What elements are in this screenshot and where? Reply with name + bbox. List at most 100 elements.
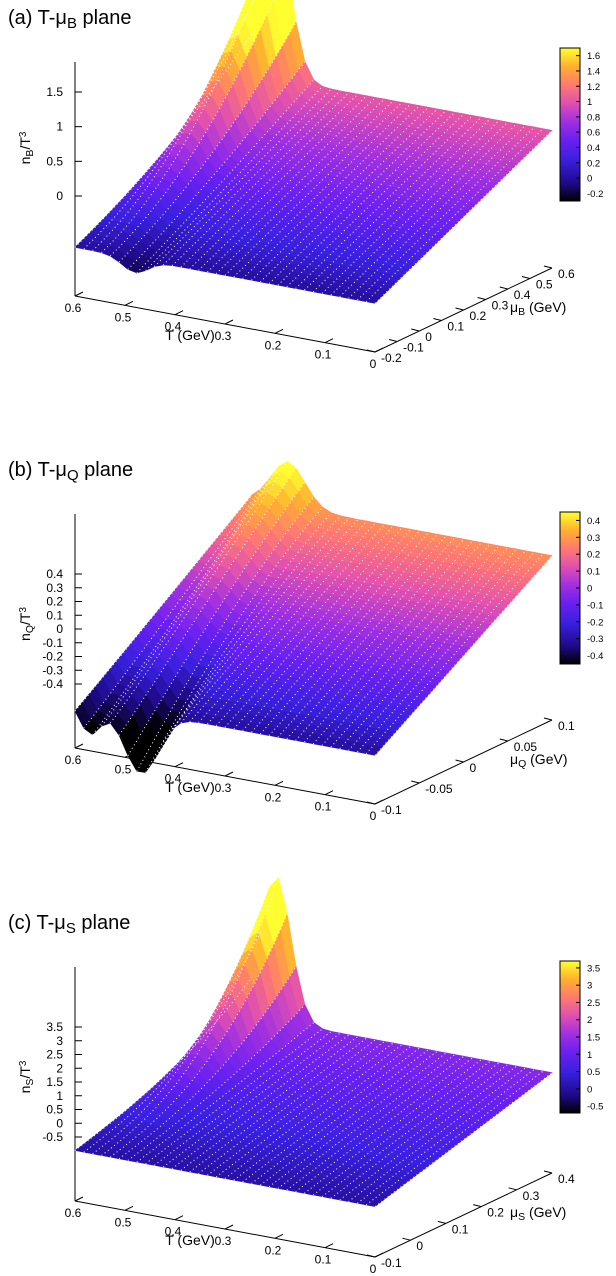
colorbar-tick-label: -0.5 <box>587 1102 603 1113</box>
mesh-line <box>83 488 262 729</box>
mesh-line <box>198 522 376 723</box>
x-tick-mark <box>324 790 334 796</box>
x-tick-mark <box>174 310 184 316</box>
colorbar-tick-label: 0.6 <box>587 128 600 139</box>
x-tick-mark <box>174 1215 184 1221</box>
x-tick-label: 0.4 <box>165 320 182 334</box>
y-axis-label: μQ (GeV) <box>510 751 567 770</box>
mesh-line <box>145 86 323 271</box>
mesh-line <box>74 494 253 712</box>
mesh-line <box>207 1040 385 1176</box>
x-tick-label: 0.5 <box>115 310 132 324</box>
z-tick-label: 1.5 <box>46 1075 63 1089</box>
z-tick-label: 0.1 <box>46 608 63 622</box>
colorbar-tick-label: 0.2 <box>587 158 600 169</box>
colorbar-tick-label: -0.4 <box>587 651 603 662</box>
mesh-line <box>259 533 438 735</box>
panel-title: (c) T-μS plane <box>8 912 130 937</box>
mesh-line <box>321 1062 500 1198</box>
x-axis-label: T (GeV) <box>165 327 215 343</box>
x-tick-label: 0.1 <box>315 800 332 814</box>
colorbar-tick-label: 0 <box>587 584 592 595</box>
z-tick-label: -0.5 <box>42 1130 63 1144</box>
colorbar-tick-label: -0.3 <box>587 634 603 645</box>
y-tick-label: 0.05 <box>514 740 538 754</box>
x-tick-label: 0.3 <box>215 1234 232 1248</box>
colorbar-tick-label: 0 <box>587 1084 592 1095</box>
mesh-line <box>180 1036 359 1171</box>
x-tick-label: 0.3 <box>215 329 232 343</box>
x-tick-mark <box>224 771 234 777</box>
colorbar-tick-label: 1.2 <box>587 82 600 93</box>
surface <box>74 0 553 304</box>
y-tick-mark <box>366 801 376 805</box>
colorbar-tick-label: 0.4 <box>587 516 600 527</box>
mesh-line <box>330 1064 509 1199</box>
mesh-line <box>136 496 315 772</box>
x-tick-label: 0 <box>370 357 377 371</box>
z-tick-label: 0.2 <box>46 595 63 609</box>
mesh-line <box>154 1031 332 1166</box>
mesh-line <box>286 538 465 740</box>
panel-c: (c) T-μS plane 0.6 0.5 0.4 0.3 0.2 0.1 0 T (GeV)… <box>8 876 603 1276</box>
y-tick-mark <box>477 297 486 300</box>
y-tick-mark <box>402 1237 411 1241</box>
mesh-line <box>154 88 332 267</box>
mesh-line <box>365 1070 544 1206</box>
z-tick-label: 0.4 <box>46 567 63 581</box>
mesh-line <box>321 545 500 746</box>
y-tick-label: 0.1 <box>558 719 575 733</box>
z-tick-label: 2.5 <box>46 1048 63 1062</box>
mesh-line <box>304 1059 482 1194</box>
x-tick-mark <box>74 1196 84 1202</box>
y-tick-mark <box>366 1254 376 1258</box>
x-axis-label: T (GeV) <box>165 779 215 795</box>
x-tick-label: 0.2 <box>265 1243 282 1257</box>
z-axis-label: nS/T3 <box>17 1060 36 1093</box>
x-tick-label: 0.1 <box>315 348 332 362</box>
colorbar-frame <box>559 47 581 202</box>
x-tick-label: 0.5 <box>115 762 132 776</box>
mesh-line <box>162 515 341 743</box>
x-tick-mark <box>324 1243 334 1249</box>
mesh-line <box>171 1034 350 1170</box>
colorbar-tick-label: 0.8 <box>587 112 600 123</box>
mesh-line <box>242 1047 420 1183</box>
colorbar-tick-label: 3.5 <box>587 963 600 974</box>
mesh-line <box>233 1045 412 1181</box>
mesh-line <box>136 1022 315 1163</box>
z-tick-label: 3.5 <box>46 1020 63 1034</box>
z-tick-label: 0.5 <box>46 1103 63 1117</box>
y-tick-label: 0 <box>425 330 432 344</box>
z-tick-label: 0.5 <box>46 154 63 168</box>
y-tick-label: -0.1 <box>381 803 402 817</box>
colorbar <box>560 961 580 1113</box>
mesh-line <box>365 553 544 755</box>
x-tick-mark <box>274 1233 284 1239</box>
mesh-line <box>101 877 279 1156</box>
y-tick-mark <box>543 265 553 269</box>
mesh-line <box>295 1057 473 1193</box>
y-tick-mark <box>543 717 553 721</box>
colorbar-tick-label: 0.1 <box>587 567 600 578</box>
x-tick-mark <box>374 799 384 805</box>
panel-a: (a) T-μB plane 0.6 0.5 0.4 0.3 0.2 0.1 0 T (GeV)… <box>8 0 603 371</box>
mesh-line <box>215 1042 394 1178</box>
x-tick-label: 0.5 <box>115 1215 132 1229</box>
colorbar-tick-label: 1 <box>587 1050 592 1061</box>
y-tick-mark <box>389 339 398 342</box>
y-tick-label: 0.2 <box>470 309 487 323</box>
colorbar-tick-label: 0 <box>587 174 592 185</box>
colorbar-tick-label: 2.5 <box>587 998 600 1009</box>
mesh-line <box>251 532 429 733</box>
surface <box>74 876 553 1207</box>
z-tick-label: 1 <box>56 120 63 134</box>
x-tick-mark <box>274 780 284 786</box>
mesh-line <box>268 535 447 736</box>
x-tick-label: 0.1 <box>315 1253 332 1267</box>
y-tick-mark <box>411 780 420 784</box>
colorbar-tick-label: -0.1 <box>587 600 603 611</box>
panel-title: (b) T-μQ plane <box>8 459 133 484</box>
x-tick-mark <box>74 743 84 749</box>
mesh-line <box>215 525 394 727</box>
